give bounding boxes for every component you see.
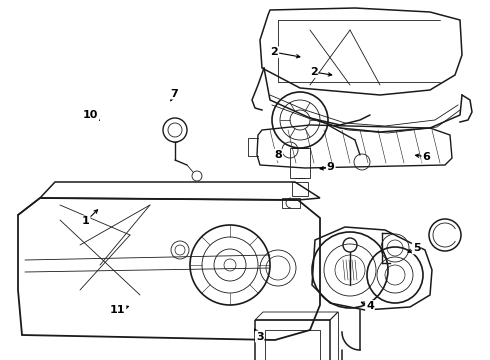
Text: 11: 11 <box>110 305 125 315</box>
Text: 4: 4 <box>366 301 374 311</box>
Text: 6: 6 <box>422 152 430 162</box>
Text: 10: 10 <box>83 110 98 120</box>
Text: 8: 8 <box>274 150 282 160</box>
Text: 2: 2 <box>270 47 278 57</box>
Bar <box>290 148 310 178</box>
Bar <box>292 182 308 196</box>
Text: 1: 1 <box>82 216 90 226</box>
Text: 3: 3 <box>256 332 264 342</box>
Bar <box>282 198 300 208</box>
Text: 7: 7 <box>170 89 178 99</box>
Text: 2: 2 <box>310 67 318 77</box>
Text: 9: 9 <box>327 162 335 172</box>
Text: 5: 5 <box>413 243 420 253</box>
Bar <box>255 320 330 360</box>
Bar <box>265 330 320 360</box>
